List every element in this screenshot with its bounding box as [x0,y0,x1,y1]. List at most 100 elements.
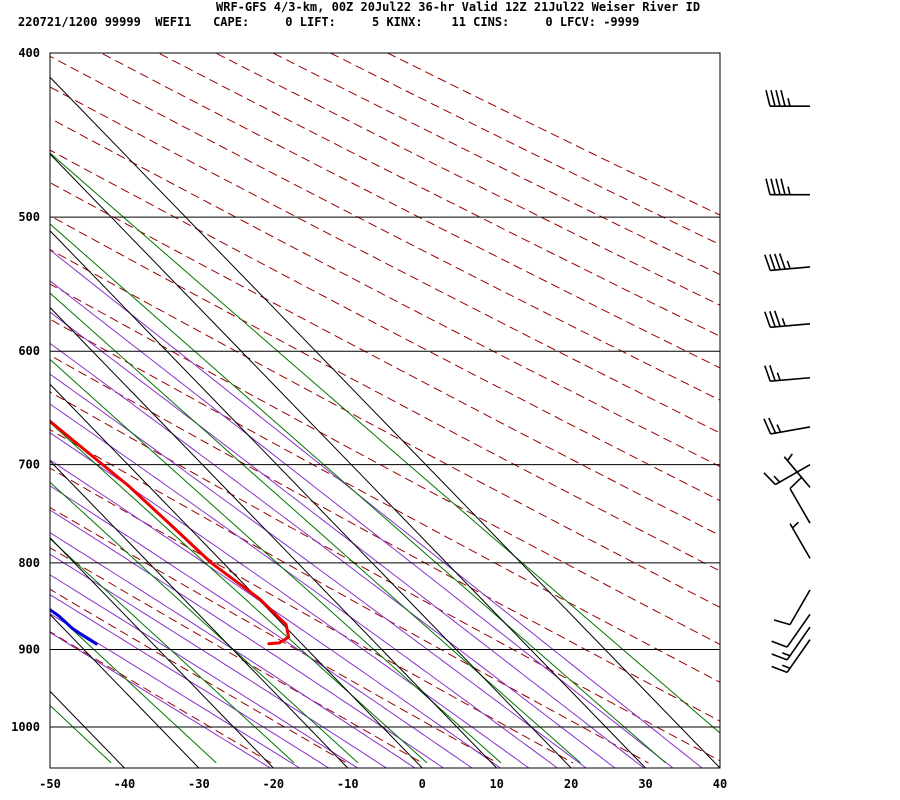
wind-barb-column [763,90,811,674]
x-tick-label: -10 [337,777,359,791]
x-tick-label: -40 [114,777,136,791]
wind-barb-flag [770,90,776,107]
moist-adiabat-line [50,342,616,768]
mixing-ratio-line [50,608,217,764]
wind-barb [764,310,811,329]
isotherm-line [50,153,646,768]
wind-barb [789,521,811,559]
dry-adiabat-line [50,215,720,572]
wind-barb-half-flag [787,186,791,195]
dry-adiabat-line [50,149,720,502]
wind-barb [765,178,811,196]
mixing-ratio-line [50,152,720,734]
isotherm-line [50,230,572,768]
mixing-ratio-line [50,481,359,764]
wind-barb-half-flag [781,652,791,657]
wind-barb-half-flag [781,664,791,670]
wind-barb-flag [769,310,776,328]
mixing-ratio-line [50,538,295,764]
x-tick-label: -50 [39,777,61,791]
wind-barb-half-flag [786,453,793,462]
wind-barb-staff [770,322,811,329]
wind-barb [763,417,811,435]
wind-barb-flag [775,178,781,195]
isotherm-line [50,306,498,768]
wind-barb-flag [778,253,786,270]
mixing-ratio-line [50,358,502,764]
dry-adiabat-line [50,588,347,764]
moist-adiabat-line [50,311,645,768]
wind-barb-flag [769,254,776,271]
x-tick-label: 0 [419,777,426,791]
wind-barb-flag [773,253,781,270]
wind-barb [763,463,811,486]
wind-barb-staff [789,523,811,559]
wind-barb [771,639,811,674]
wind-barb-staff [783,456,811,488]
wind-barb-flag [763,472,776,486]
dry-adiabat-line [50,631,272,764]
isotherm-line [50,383,423,768]
wind-barb-flag [789,476,803,490]
pressure-temperature-grid [50,53,720,768]
y-tick-label: 400 [18,46,40,60]
wind-barb-flag [771,640,788,648]
isotherm-line [50,537,274,768]
moist-adiabat-line [50,509,445,768]
sounding-profiles [50,419,291,646]
wind-barb-staff [789,589,811,625]
x-tick-label: -30 [188,777,210,791]
wind-barb-staff [770,376,811,382]
moist-adiabat-line [50,432,530,768]
dry-adiabat-line [50,467,574,764]
moist-adiabat-line [50,249,703,768]
isotherm-line [50,767,51,768]
dry-adiabat-line [50,506,498,764]
dry-adiabat-line [50,318,720,683]
background-lines [50,53,720,768]
moist-adiabat-line [50,485,473,768]
temperature-profile-line [50,419,291,646]
mixing-ratio-line [50,292,581,764]
isotherm-line [50,460,349,768]
dry-adiabat-line [50,86,720,434]
header-indices: 220721/1200 99999 WEFI1 CAPE: 0 LIFT: 5 … [18,15,640,29]
dry-adiabat-line [50,117,720,468]
wind-barb-flag [771,665,788,674]
y-tick-label: 600 [18,344,40,358]
header-title: WRF-GFS 4/3-km, 00Z 20Jul22 36-hr Valid … [216,0,701,14]
wind-barb-flag [764,311,771,328]
dry-adiabat-line [50,182,720,537]
wind-barb-flag [764,254,771,271]
wind-barb-flag [773,619,791,626]
dry-adiabat-line [100,53,720,369]
dewpoint-profile-line [50,607,98,646]
wind-barb-flag [765,90,771,107]
wind-barb-flag [773,310,781,327]
wind-barb-flag [763,418,772,435]
moist-adiabat-line [50,594,330,768]
wind-barb-staff [775,463,811,486]
dry-adiabat-line [50,354,720,722]
moist-adiabat-line [50,574,359,768]
wind-barb [789,476,811,524]
mixing-ratio-line [50,704,112,764]
wind-barb-flag [764,365,771,382]
wind-barb-half-flag [787,98,791,107]
wind-barb [771,626,811,661]
wind-barb-flag [768,417,777,434]
wind-barb [764,253,811,272]
wind-barb-staff [770,426,811,435]
wind-barb [783,453,811,488]
wind-barb-half-flag [776,372,781,381]
x-tick-label: -20 [262,777,284,791]
wind-barb-half-flag [776,424,782,433]
wind-barb [773,589,811,626]
sounding-header: WRF-GFS 4/3-km, 00Z 20Jul22 36-hr Valid … [0,0,900,32]
y-tick-label: 1000 [11,720,40,734]
wind-barb-flag [765,178,771,195]
wind-barb-staff [786,626,811,661]
dry-adiabat-line [50,547,423,764]
wind-barb-flag [769,364,776,382]
